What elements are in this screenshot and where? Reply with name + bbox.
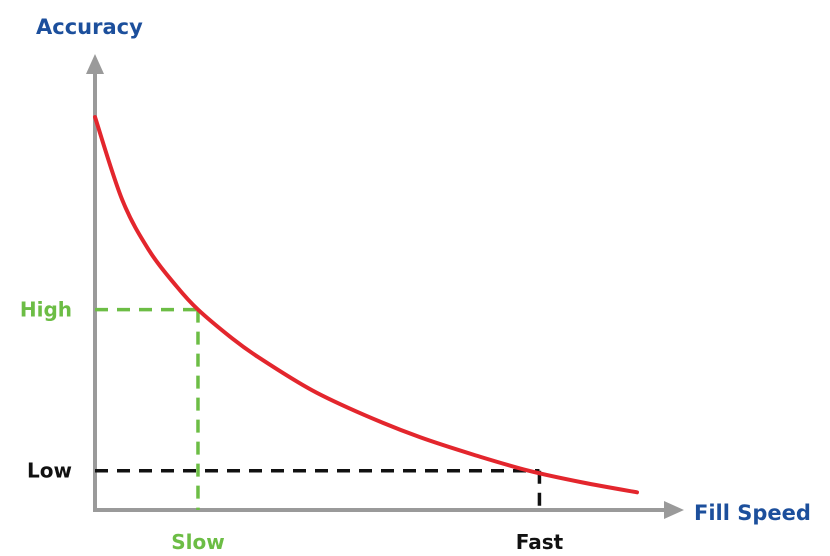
tick-labels: High Slow Low Fast (20, 298, 564, 554)
y-axis-arrow-icon (86, 54, 104, 74)
y-tick-label-high: High (20, 298, 72, 322)
y-axis-title: Accuracy (36, 15, 143, 39)
series-line-accuracy-vs-speed (93, 115, 639, 495)
y-tick-label-low: Low (27, 459, 72, 483)
axes (86, 54, 684, 519)
guide-lines (95, 307, 542, 510)
x-axis-title: Fill Speed (694, 501, 811, 525)
x-tick-label-fast: Fast (516, 530, 564, 554)
x-tick-label-slow: Slow (171, 530, 224, 554)
x-axis-arrow-icon (664, 501, 684, 519)
